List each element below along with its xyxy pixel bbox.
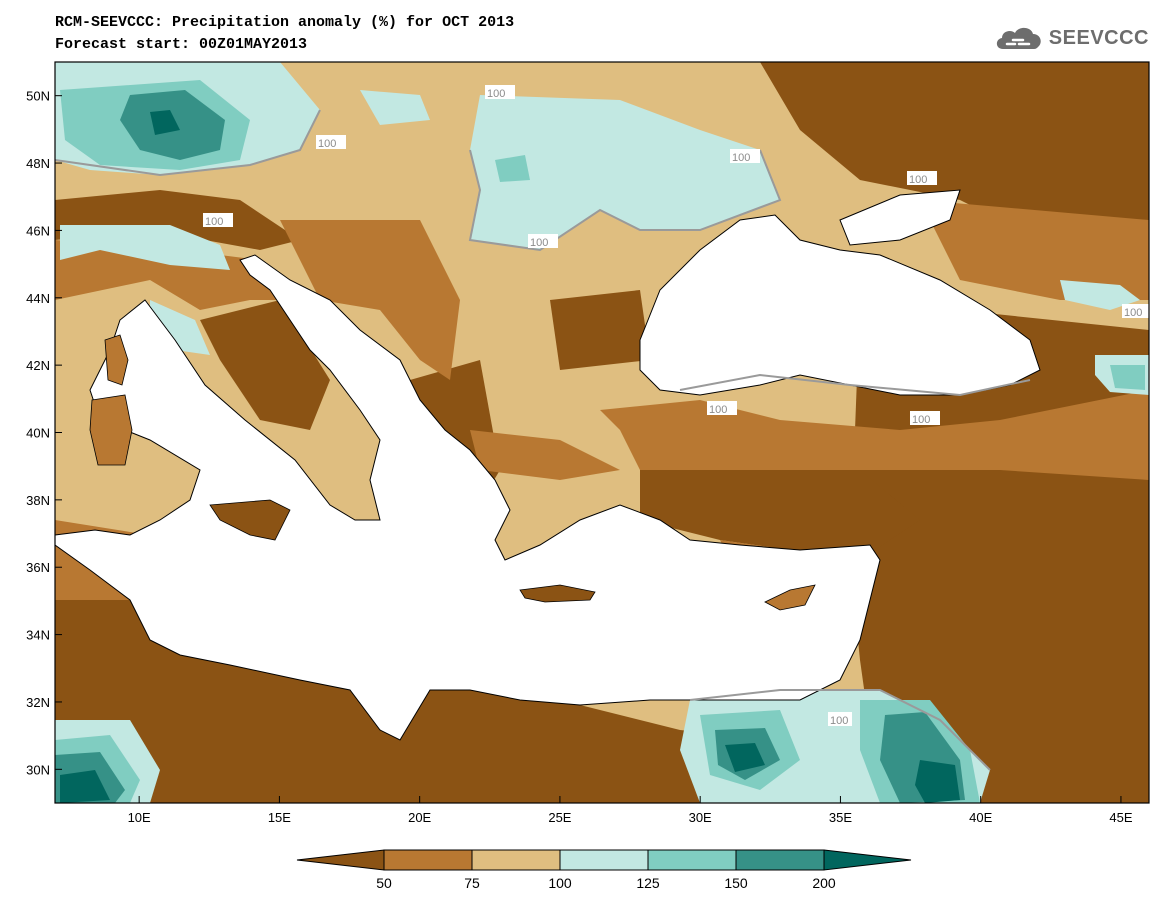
chart-title: RCM-SEEVCCC: Precipitation anomaly (%) f… bbox=[55, 14, 515, 31]
longitude-axis: 10E 15E 20E 25E 30E 35E 40E 45E bbox=[128, 796, 1133, 825]
lat-tick-label: 48N bbox=[26, 156, 50, 171]
colorbar-label: 200 bbox=[812, 875, 836, 891]
crete bbox=[519, 584, 596, 603]
lat-tick-label: 34N bbox=[26, 628, 50, 643]
seas bbox=[55, 189, 1041, 741]
cyprus bbox=[764, 584, 816, 611]
contour-label: 100 bbox=[205, 216, 223, 228]
black-sea bbox=[639, 214, 1041, 396]
lat-tick-label: 40N bbox=[26, 426, 50, 441]
contour-label: 100 bbox=[909, 174, 927, 186]
lat-tick-label: 30N bbox=[26, 762, 50, 777]
sardinia bbox=[89, 394, 133, 466]
colorbar-box bbox=[383, 849, 473, 871]
contour-label: 100 bbox=[709, 404, 727, 416]
colorbar-label: 100 bbox=[548, 875, 572, 891]
islands bbox=[89, 334, 816, 611]
seevccc-logo: SEEVCCC bbox=[993, 22, 1149, 54]
contour-label: 100 bbox=[487, 88, 505, 100]
latitude-axis: 50N 48N 46N 44N 42N 40N 38N 36N 34N 32N 30N bbox=[26, 89, 62, 777]
contour-label: 100 bbox=[1124, 307, 1142, 319]
colorbar bbox=[296, 849, 912, 871]
lat-tick-label: 50N bbox=[26, 89, 50, 104]
contours bbox=[55, 109, 1031, 771]
lat-tick-label: 42N bbox=[26, 358, 50, 373]
lon-tick-label: 35E bbox=[829, 810, 852, 825]
contour-label: 100 bbox=[318, 138, 336, 150]
lon-tick-label: 40E bbox=[969, 810, 992, 825]
lon-tick-label: 20E bbox=[408, 810, 431, 825]
lon-tick-label: 25E bbox=[548, 810, 571, 825]
cloud-icon bbox=[996, 27, 1041, 49]
contour-labels: 100 100 100 100 100 100 100 100 100 100 bbox=[203, 85, 1149, 727]
lat-tick-label: 36N bbox=[26, 560, 50, 575]
contour-label: 100 bbox=[912, 414, 930, 426]
lon-tick-label: 10E bbox=[128, 810, 151, 825]
lat-tick-label: 46N bbox=[26, 223, 50, 238]
lon-tick-label: 30E bbox=[689, 810, 712, 825]
contour-label: 100 bbox=[732, 152, 750, 164]
colorbar-label: 150 bbox=[724, 875, 748, 891]
colorbar-low-arrow bbox=[296, 849, 385, 871]
colorbar-box bbox=[647, 849, 737, 871]
lon-tick-label: 15E bbox=[268, 810, 291, 825]
lat-tick-label: 32N bbox=[26, 695, 50, 710]
mediterranean-sea bbox=[55, 254, 881, 741]
lat-tick-label: 44N bbox=[26, 291, 50, 306]
colorbar-high-arrow bbox=[823, 849, 912, 871]
lon-tick-label: 45E bbox=[1109, 810, 1132, 825]
chart-subtitle: Forecast start: 00Z01MAY2013 bbox=[55, 36, 308, 53]
logo-text: SEEVCCC bbox=[1048, 26, 1149, 49]
colorbar-box bbox=[471, 849, 561, 871]
lat-tick-label: 38N bbox=[26, 493, 50, 508]
map-area: 100 100 100 100 100 100 100 100 100 100 bbox=[55, 62, 1149, 803]
colorbar-box bbox=[559, 849, 649, 871]
contour-label: 100 bbox=[530, 237, 548, 249]
wet-anomaly-darkest bbox=[60, 110, 960, 803]
colorbar-label: 50 bbox=[376, 875, 392, 891]
colorbar-label: 125 bbox=[636, 875, 660, 891]
contour-label: 100 bbox=[830, 715, 848, 727]
colorbar-box bbox=[735, 849, 825, 871]
sicily bbox=[209, 499, 291, 541]
corsica bbox=[104, 334, 129, 386]
colorbar-label: 75 bbox=[464, 875, 480, 891]
